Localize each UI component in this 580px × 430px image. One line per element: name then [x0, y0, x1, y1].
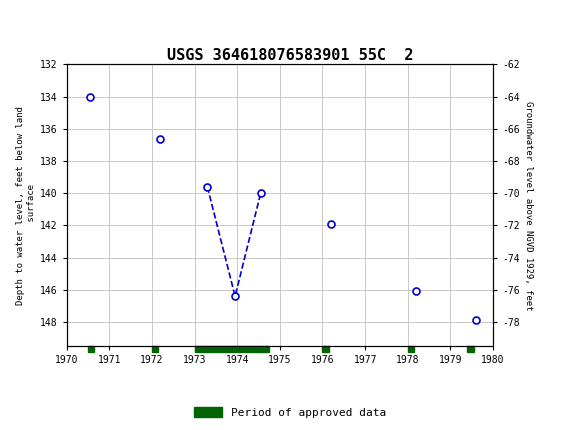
Text: USGS 364618076583901 55C  2: USGS 364618076583901 55C 2: [167, 48, 413, 63]
Legend: Period of approved data: Period of approved data: [190, 403, 390, 422]
Bar: [152, 346, 158, 352]
Bar: [467, 346, 474, 352]
Bar: [322, 346, 329, 352]
Y-axis label: Groundwater level above NGVD 1929, feet: Groundwater level above NGVD 1929, feet: [524, 101, 533, 310]
Bar: [408, 346, 414, 352]
Bar: [194, 346, 269, 352]
Bar: [88, 346, 95, 352]
Text: USGS: USGS: [32, 14, 83, 31]
Y-axis label: Depth to water level, feet below land
 surface: Depth to water level, feet below land su…: [16, 106, 36, 305]
Text: ≡: ≡: [6, 12, 24, 33]
